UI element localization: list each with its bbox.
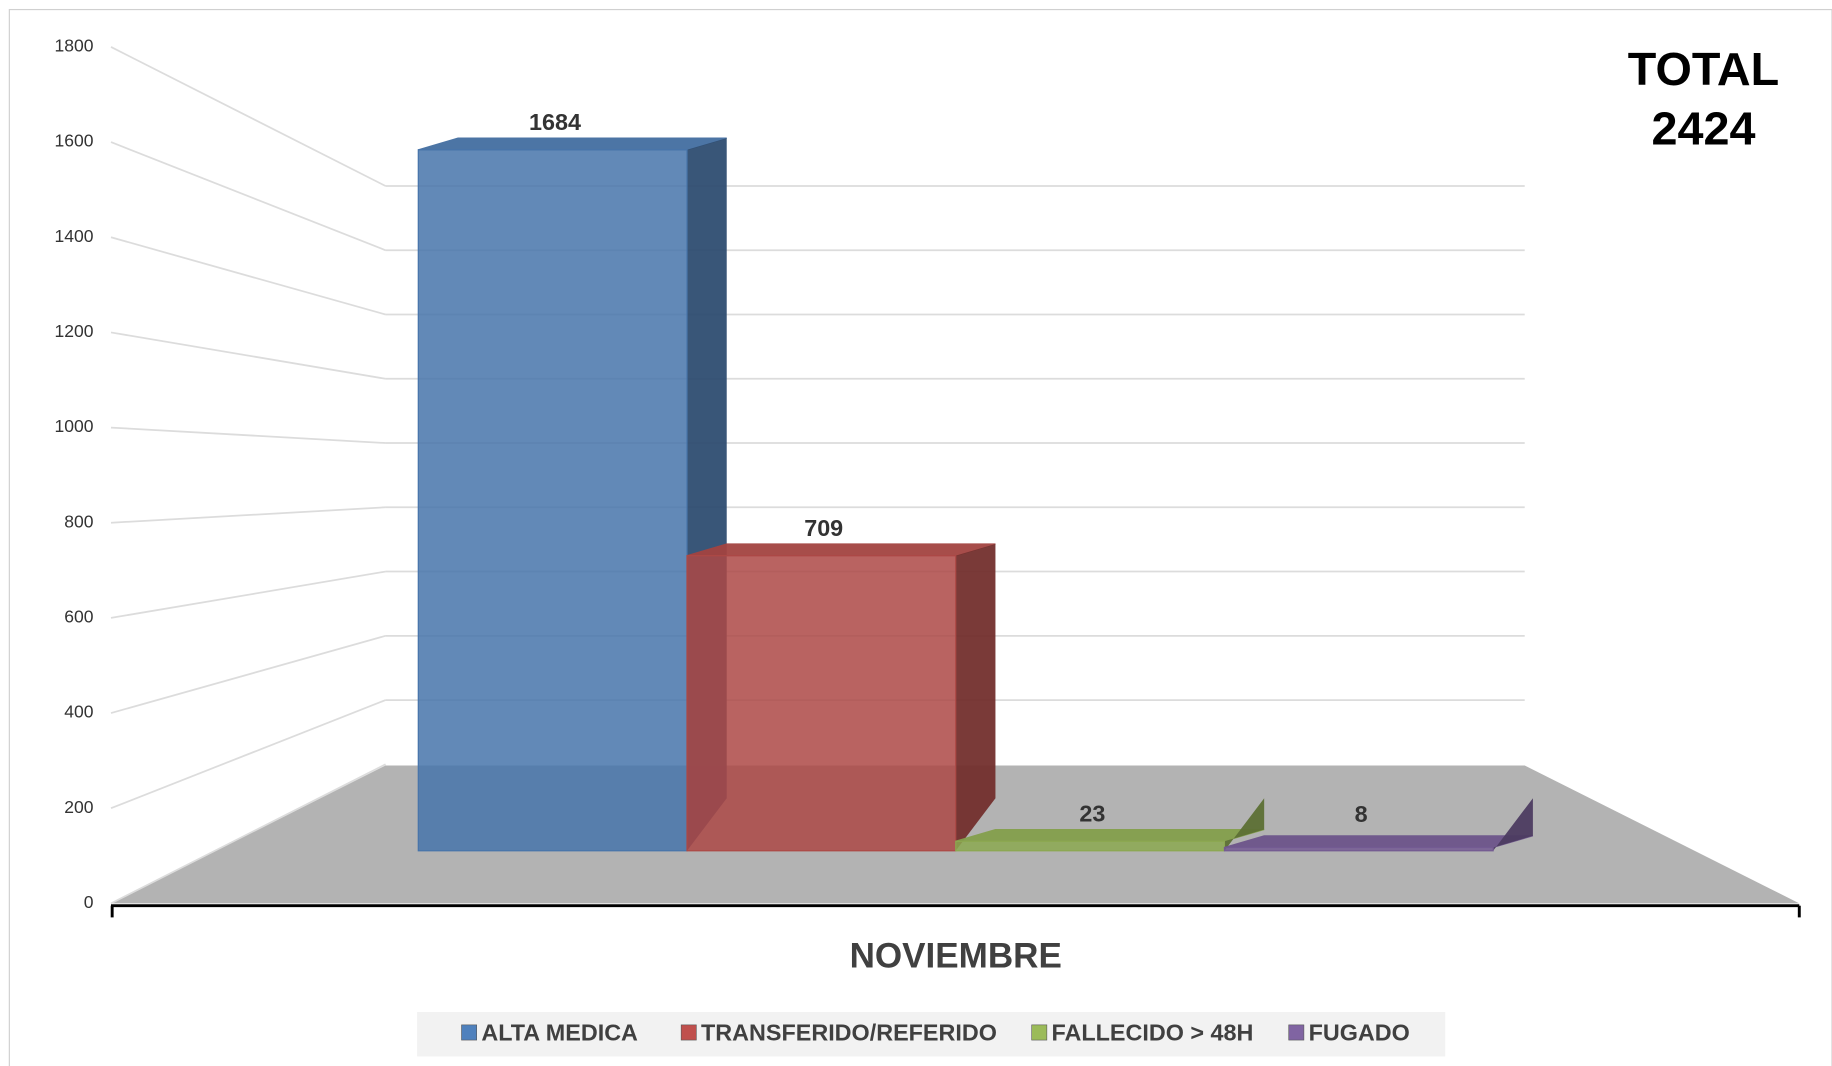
legend-swatch bbox=[680, 1024, 697, 1041]
grid-line bbox=[110, 46, 386, 187]
data-label: 8 bbox=[1355, 801, 1368, 827]
legend-swatch bbox=[1288, 1024, 1305, 1041]
data-label: 1684 bbox=[529, 109, 581, 135]
legend-swatch bbox=[1031, 1024, 1048, 1041]
y-tick-label: 1000 bbox=[55, 416, 94, 436]
total-value: 2424 bbox=[1652, 103, 1756, 155]
grid-line bbox=[110, 331, 386, 380]
bar-top bbox=[686, 543, 996, 557]
y-tick-label: 1600 bbox=[55, 131, 94, 151]
grid-line bbox=[110, 426, 386, 444]
y-tick-label: 0 bbox=[84, 892, 94, 912]
grid-line bbox=[110, 506, 386, 524]
chart-frame bbox=[8, 8, 1832, 1066]
total-label: TOTAL bbox=[1628, 43, 1779, 95]
legend-label: ALTA MEDICA bbox=[481, 1019, 638, 1045]
legend bbox=[417, 1012, 1446, 1057]
bar bbox=[417, 149, 688, 852]
grid-line bbox=[110, 236, 386, 316]
y-tick-label: 600 bbox=[64, 607, 93, 627]
bar bbox=[955, 840, 1226, 852]
bar-top bbox=[1224, 835, 1534, 849]
grid-line bbox=[110, 570, 386, 619]
grid-line bbox=[110, 699, 386, 810]
y-tick-label: 800 bbox=[64, 511, 93, 531]
y-tick-label: 200 bbox=[64, 797, 93, 817]
bar-side bbox=[955, 543, 996, 851]
y-tick-label: 400 bbox=[64, 702, 93, 722]
grid-line bbox=[110, 634, 386, 714]
data-label: 23 bbox=[1079, 801, 1105, 827]
y-tick-label: 1800 bbox=[55, 36, 94, 56]
legend-swatch bbox=[461, 1024, 477, 1041]
grid-line bbox=[110, 141, 386, 252]
y-tick-label: 1200 bbox=[55, 321, 94, 341]
y-tick-label: 1400 bbox=[55, 226, 94, 246]
bar-top bbox=[418, 137, 727, 151]
bar bbox=[686, 555, 957, 852]
legend-label: TRANSFERIDO/REFERIDO bbox=[701, 1019, 997, 1045]
category-label: NOVIEMBRE bbox=[850, 937, 1062, 976]
bar bbox=[1223, 846, 1494, 852]
legend-label: FALLECIDO > 48H bbox=[1052, 1019, 1254, 1045]
legend-label: FUGADO bbox=[1309, 1019, 1410, 1045]
grid-line bbox=[110, 763, 386, 905]
bar-top bbox=[955, 828, 1265, 842]
data-label: 709 bbox=[804, 515, 843, 541]
